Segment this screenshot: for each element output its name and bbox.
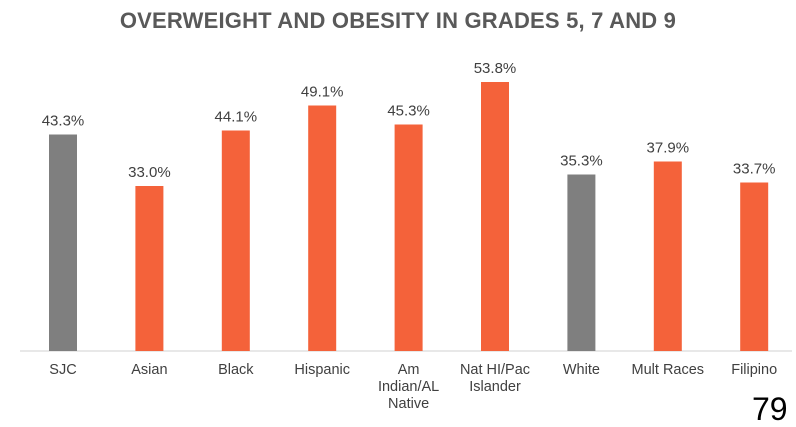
bar-chart: 43.3% 33.0% 44.1% 49.1% 45.3% 53.8% 35.3% 37.9%…: [20, 60, 792, 412]
tick-label-6: White: [563, 362, 600, 378]
tick-label-3: Hispanic: [294, 362, 350, 378]
value-label-7: 37.9%: [647, 140, 690, 157]
tick-labels-group: SJC Asian Black Hispanic Am Indian/AL NativeNa…: [49, 362, 777, 412]
value-label-1: 33.0%: [128, 164, 171, 181]
value-label-6: 35.3%: [560, 153, 603, 170]
tick-label-line: Hispanic: [294, 362, 350, 378]
tick-label-line: White: [563, 362, 600, 378]
value-label-8: 33.7%: [733, 161, 776, 178]
tick-label-line: SJC: [49, 362, 76, 378]
tick-label-4: Am Indian/AL Native: [378, 362, 439, 412]
tick-label-line: Islander: [469, 379, 521, 395]
tick-label-line: Indian/AL: [378, 379, 439, 395]
chart-title: OVERWEIGHT AND OBESITY IN GRADES 5, 7 AN…: [119, 8, 677, 33]
bar-5: [481, 82, 509, 351]
tick-label-2: Black: [218, 362, 254, 378]
tick-label-0: SJC: [49, 362, 76, 378]
value-label-2: 44.1%: [215, 109, 258, 126]
value-label-0: 43.3%: [42, 113, 85, 130]
tick-label-line: Nat HI/Pac: [460, 362, 530, 378]
value-label-5: 53.8%: [474, 60, 517, 77]
value-label-3: 49.1%: [301, 84, 344, 101]
bar-4: [394, 124, 423, 351]
bar-8: [740, 182, 769, 351]
bar-3: [308, 105, 337, 351]
tick-label-line: Asian: [131, 362, 167, 378]
tick-label-line: Filipino: [731, 362, 777, 378]
bar-6: [567, 174, 596, 351]
value-label-4: 45.3%: [387, 103, 430, 120]
bars-group: [49, 82, 769, 351]
tick-label-8: Filipino: [731, 362, 777, 378]
tick-label-5: Nat HI/Pac Islander: [460, 362, 530, 395]
tick-label-1: Asian: [131, 362, 167, 378]
tick-label-line: Am: [398, 362, 420, 378]
bar-2: [221, 130, 250, 351]
tick-label-line: Mult Races: [632, 362, 705, 378]
tick-label-7: Mult Races: [632, 362, 705, 378]
bar-1: [135, 186, 164, 351]
bar-0: [49, 134, 77, 351]
tick-label-line: Native: [388, 396, 429, 412]
page-number: 79: [752, 391, 788, 427]
value-labels-group: 43.3% 33.0% 44.1% 49.1% 45.3% 53.8% 35.3% 37.9%…: [42, 60, 776, 181]
tick-label-line: Black: [218, 362, 254, 378]
bar-7: [653, 161, 682, 351]
